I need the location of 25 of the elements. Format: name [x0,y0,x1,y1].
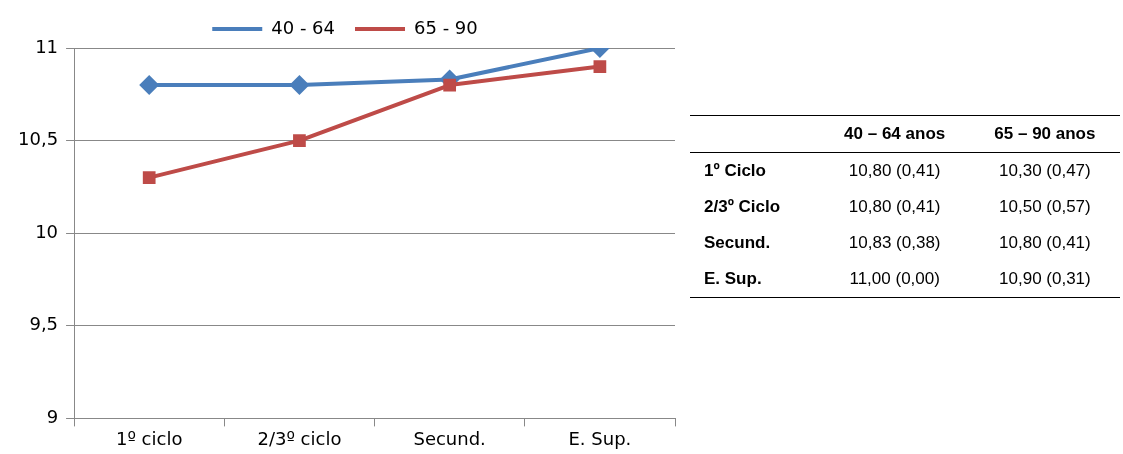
y-tick-label: 9 [46,406,59,428]
text: 10,80 (0,41) [847,196,942,218]
text: 11,00 (0,00) [819,261,970,298]
y-tick-label: 11 [35,35,59,57]
y-tick-label: 10,5 [18,128,59,150]
text: 10,90 (0,31) [969,261,1120,298]
text: 1º Ciclo [703,160,767,182]
x-tick-label: E. Sup. [568,427,632,449]
text: E. Sup. [690,261,820,298]
text: 10,30 (0,47) [998,160,1092,182]
text: 10,80 (0,41) [847,160,942,182]
text: 10,80 (0,41) [998,232,1092,254]
text: 40 – 64 anos [819,115,970,153]
legend-label: 40 - 64 [271,16,335,38]
y-tick-label: 10 [35,220,59,242]
text: 65 – 90 anos [969,115,1120,153]
legend-label: 65 - 90 [414,16,478,38]
text: 2/3º Ciclo [703,196,782,218]
text: 10,83 (0,38) [847,232,942,254]
x-tick-label: Secund. [413,427,486,449]
text: 10,50 (0,57) [998,196,1092,218]
y-tick-label: 9,5 [29,313,59,335]
x-tick-label: 2/3º ciclo [257,427,342,449]
text: Secund. [703,232,772,254]
x-tick-label: 1º ciclo [115,427,183,449]
